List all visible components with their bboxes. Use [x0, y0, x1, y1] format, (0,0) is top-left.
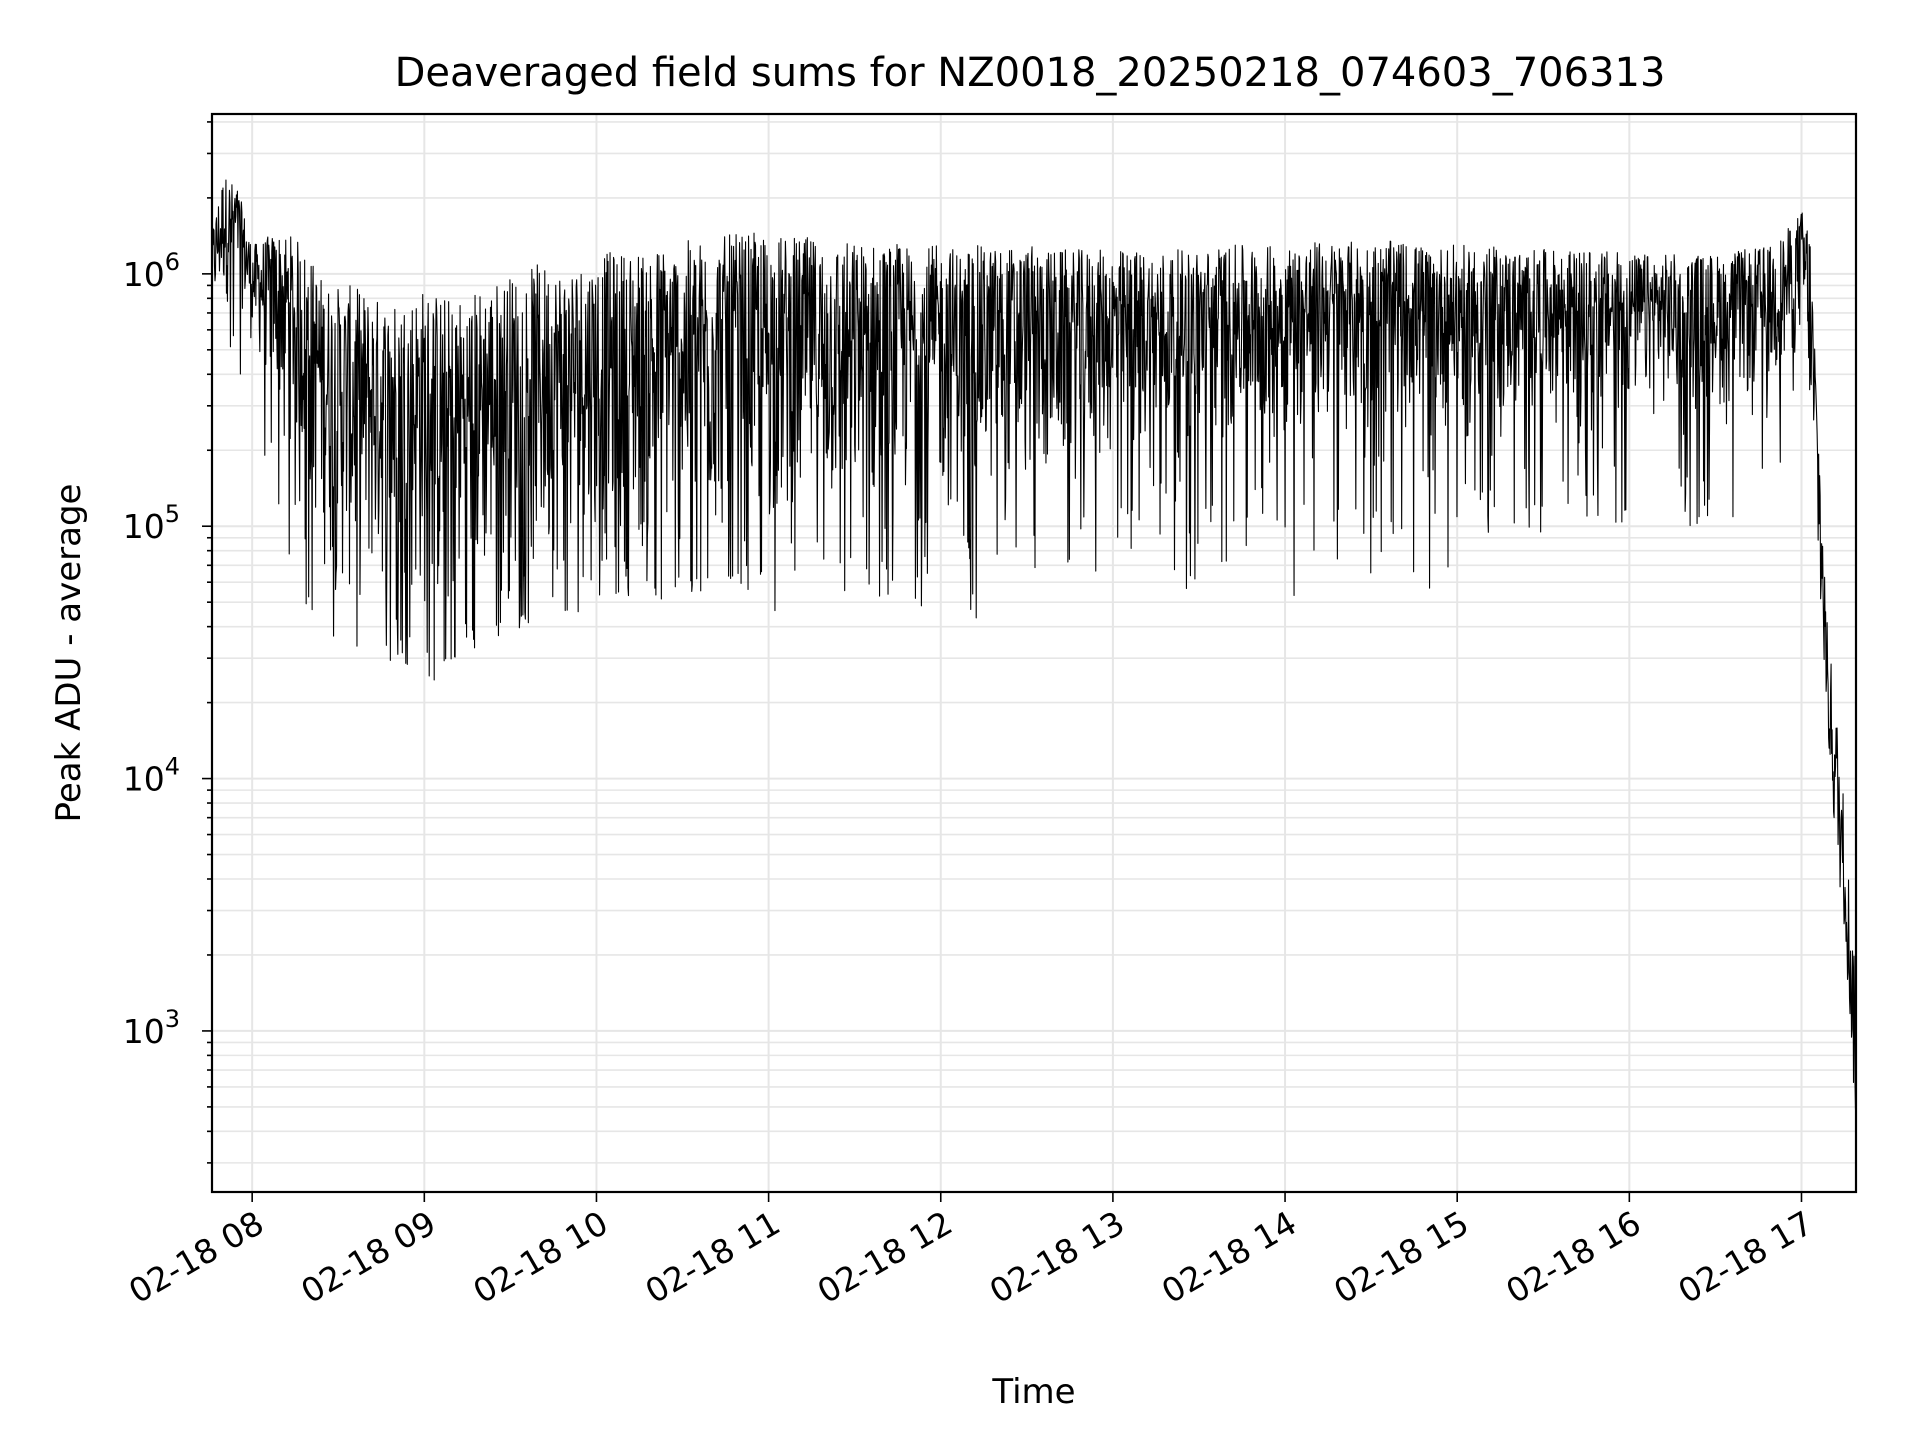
series-layer	[211, 179, 1857, 1111]
x-axis-label: Time	[991, 1372, 1075, 1412]
y-tick-label: 103	[123, 1005, 180, 1051]
chart-title: Deaveraged field sums for NZ0018_2025021…	[395, 50, 1666, 96]
y-axis: 103 104 105 106	[123, 121, 212, 1164]
y-axis-label: Peak ADU - average	[49, 484, 89, 823]
y-tick-label: 106	[123, 248, 180, 294]
y-tick-label: 104	[123, 753, 180, 799]
y-tick-label: 105	[123, 500, 180, 546]
plot-frame	[210, 112, 1858, 1194]
series-line	[211, 179, 1857, 1111]
